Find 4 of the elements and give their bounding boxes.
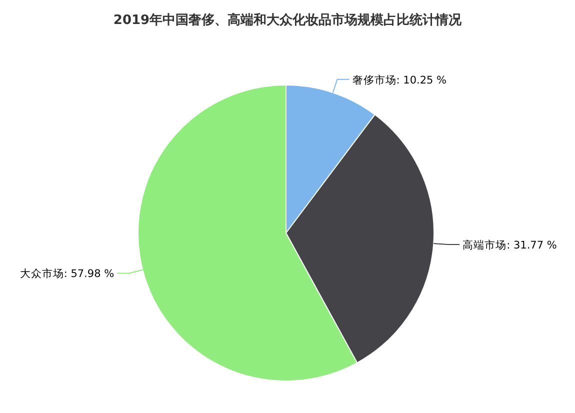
chart-title: 2019年中国奢侈、高端和大众化妆品市场规模占比统计情况 [113,12,463,28]
slice-label: 高端市场: 31.77 % [462,238,557,252]
slice-label: 奢侈市场: 10.25 % [352,73,447,86]
slice-label: 大众市场: 57.98 % [20,267,114,280]
